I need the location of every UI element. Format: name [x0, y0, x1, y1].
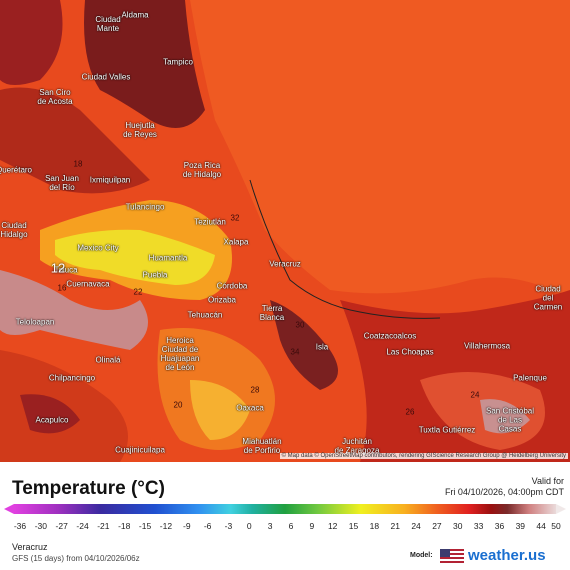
map-attribution: © Map data © OpenStreetMap contributors,… [279, 453, 568, 459]
city-label: Aldama [121, 10, 149, 20]
city-label: Tampico [163, 57, 193, 67]
city-label: Querétaro [0, 165, 33, 175]
city-label: Cuajinicuilapa [115, 445, 165, 455]
city-label: Ciudad del Carmen [533, 284, 563, 312]
colorbar-tick-label: -30 [34, 521, 47, 531]
city-label: Xalapa [223, 237, 249, 247]
flag-icon [440, 549, 464, 563]
contour-label: 16 [57, 283, 67, 293]
colorbar-tick-label: -9 [182, 521, 191, 531]
city-label: Poza Rica de Hidalgo [182, 161, 222, 179]
city-label: Tehuacán [187, 310, 223, 320]
city-label: Toluca [54, 265, 78, 275]
city-label: San Ciro de Acosta [37, 88, 73, 106]
contour-label: 30 [295, 320, 305, 330]
city-label: Ciudad Mante [95, 15, 121, 33]
location: Veracruz [12, 542, 48, 552]
contour-label: 12 [50, 260, 66, 276]
colorbar-tick-label: 27 [432, 521, 442, 531]
colorbar-tick-label: -36 [13, 521, 27, 531]
contour-label: 24 [470, 390, 480, 400]
contour-label: 26 [405, 407, 415, 417]
city-label: Teziutlán [194, 217, 226, 227]
city-label: Juchitán de Zaragoza [334, 437, 380, 455]
colorbar-tick-label: 50 [551, 521, 561, 531]
colorbar-tick-label: -3 [224, 521, 233, 531]
city-label: Huamantla [148, 253, 188, 263]
city-label: Miahuatlán de Porfirio [242, 437, 282, 455]
colorbar-tick-label: 9 [309, 521, 315, 531]
city-label: Las Choapas [386, 347, 434, 357]
city-label: Ciudad Hidalgo [0, 221, 28, 239]
model-label: Model: [410, 552, 433, 559]
city-label: Chilpancingo [48, 373, 96, 383]
colorbar-tick-label: -18 [118, 521, 131, 531]
valid-label: Valid for [531, 476, 564, 486]
city-label: San Juan del Río [45, 174, 79, 192]
contour-label: 32 [230, 213, 240, 223]
city-label: Veracruz [269, 259, 301, 269]
city-label: Mexico City [77, 243, 119, 253]
city-label: San Cristóbal de Las Casas [485, 406, 535, 434]
city-label: Teloloapan [15, 317, 55, 327]
contour-label: 20 [173, 400, 183, 410]
colorbar-arrow-left [4, 504, 14, 514]
colorbar-tick-label: 18 [369, 521, 380, 531]
contour-label: 18 [73, 159, 83, 169]
city-label: Villahermosa [463, 341, 511, 351]
city-label: Olinalá [95, 355, 121, 365]
colorbar-tick-label: -6 [203, 521, 212, 531]
legend-title: Temperature (°C) [12, 478, 165, 499]
model-run: GFS (15 days) from 04/10/2026/06z [12, 554, 140, 563]
city-label: Puebla [142, 270, 168, 280]
city-label: Orizaba [207, 295, 237, 305]
colorbar-tick-label: 30 [453, 521, 463, 531]
colorbar-tick-label: 24 [411, 521, 421, 531]
contour-label: 22 [133, 287, 143, 297]
city-label: Huejutla de Reyes [123, 121, 157, 139]
colorbar-tick-label: -27 [55, 521, 68, 531]
city-label: Córdoba [216, 281, 248, 291]
city-label: Cuernavaca [66, 279, 110, 289]
temperature-map [0, 0, 570, 462]
city-label: Coatzacoalcos [363, 331, 417, 341]
colorbar-arrow-right [556, 504, 566, 514]
colorbar [14, 504, 556, 514]
city-label: Heroica Ciudad de Huajuapan de León [160, 336, 200, 372]
city-label: Isla [315, 342, 329, 352]
colorbar-tick-label: -24 [76, 521, 89, 531]
city-label: Tuxtla Gutiérrez [418, 425, 476, 435]
city-label: Tierra Blanca [259, 304, 285, 322]
colorbar-tick-label: 33 [473, 521, 484, 531]
colorbar-tick-label: -21 [97, 521, 110, 531]
colorbar-tick-label: 21 [390, 521, 400, 531]
colorbar-tick-label: 12 [327, 521, 338, 531]
brand[interactable]: weather.us [468, 547, 546, 564]
colorbar-tick-label: -12 [159, 521, 173, 531]
city-label: Acapulco [35, 415, 69, 425]
city-label: Palenque [513, 373, 547, 383]
city-label: Oaxaca [236, 403, 264, 413]
city-label: Tulancingo [125, 202, 165, 212]
colorbar-tick-label: 0 [246, 521, 252, 531]
city-label: Ciudad Valles [81, 72, 131, 82]
colorbar-tick-label: 44 [536, 521, 546, 531]
colorbar-tick-label: 3 [267, 521, 273, 531]
valid-time: Fri 04/10/2026, 04:00pm CDT [444, 487, 564, 497]
colorbar-tick-label: 39 [515, 521, 526, 531]
colorbar-tick-label: -15 [138, 521, 152, 531]
colorbar-tick-label: 15 [348, 521, 359, 531]
contour-label: 34 [290, 347, 300, 357]
colorbar-tick-label: 6 [288, 521, 294, 531]
city-label: Ixmiquilpan [89, 175, 131, 185]
contour-label: 28 [250, 385, 260, 395]
colorbar-tick-label: 36 [494, 521, 505, 531]
